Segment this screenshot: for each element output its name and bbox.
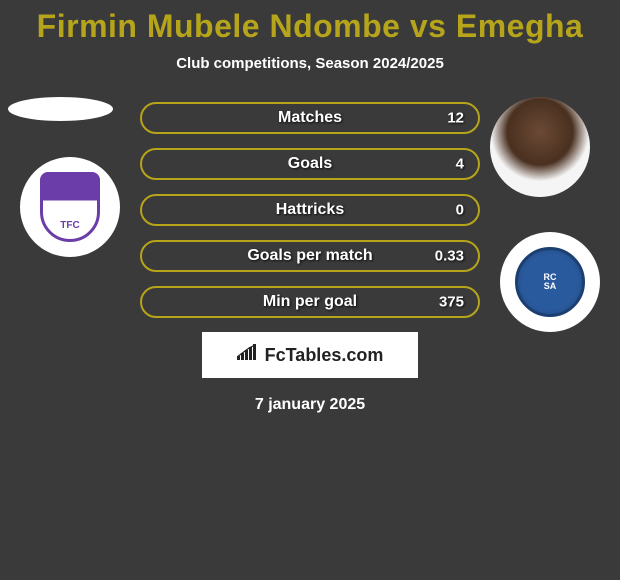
player-right-avatar [490, 97, 590, 197]
stat-value-right: 0 [456, 202, 464, 219]
club-badge-left [20, 157, 120, 257]
stat-value-right: 4 [456, 156, 464, 173]
generation-date: 7 january 2025 [0, 396, 620, 414]
bar-chart-icon [237, 344, 259, 367]
club-badge-right-circle: RCSA [515, 247, 585, 317]
stat-label: Hattricks [276, 201, 344, 219]
stat-label: Goals [288, 155, 332, 173]
stat-label: Min per goal [263, 293, 357, 311]
stat-label: Goals per match [247, 247, 372, 265]
stat-label: Matches [278, 109, 342, 127]
page-subtitle: Club competitions, Season 2024/2025 [0, 55, 620, 72]
stat-value-right: 0.33 [435, 248, 464, 265]
stat-row-matches: Matches 12 [140, 102, 480, 134]
comparison-content: RCSA Matches 12 Goals 4 Hattricks 0 Goal… [0, 102, 620, 414]
club-badge-right: RCSA [500, 232, 600, 332]
club-badge-left-shield [40, 172, 100, 242]
stat-value-right: 375 [439, 294, 464, 311]
stat-row-hattricks: Hattricks 0 [140, 194, 480, 226]
stat-row-min-per-goal: Min per goal 375 [140, 286, 480, 318]
site-badge-text: FcTables.com [265, 345, 384, 366]
page-title: Firmin Mubele Ndombe vs Emegha [0, 8, 620, 45]
stat-row-goals: Goals 4 [140, 148, 480, 180]
player-left-avatar [8, 97, 113, 121]
stat-row-goals-per-match: Goals per match 0.33 [140, 240, 480, 272]
stat-value-right: 12 [447, 110, 464, 127]
header: Firmin Mubele Ndombe vs Emegha Club comp… [0, 0, 620, 72]
stat-rows: Matches 12 Goals 4 Hattricks 0 Goals per… [140, 102, 480, 318]
site-badge: FcTables.com [202, 332, 418, 378]
